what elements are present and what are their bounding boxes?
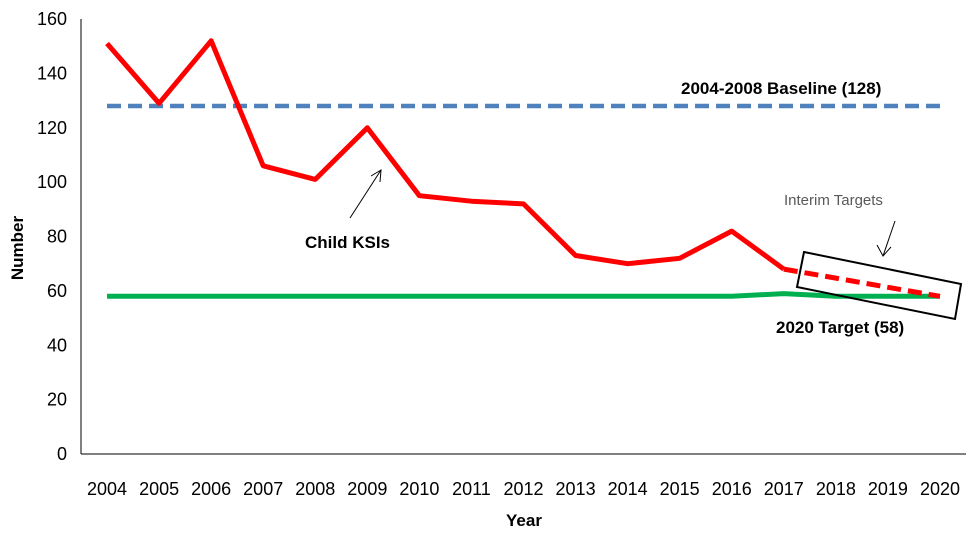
x-tick-label: 2015 bbox=[660, 479, 700, 499]
x-tick-label: 2004 bbox=[87, 479, 127, 499]
y-tick-label: 80 bbox=[47, 227, 67, 247]
interim-arrow bbox=[882, 220, 896, 257]
series-layer bbox=[105, 38, 941, 299]
x-tick-label: 2018 bbox=[816, 479, 856, 499]
y-tick-label: 60 bbox=[47, 281, 67, 301]
y-tick-label: 0 bbox=[57, 444, 67, 464]
x-tick-label: 2020 bbox=[920, 479, 960, 499]
x-tick-label: 2014 bbox=[608, 479, 648, 499]
x-tick-label: 2007 bbox=[243, 479, 283, 499]
child-ksis-arrowhead bbox=[370, 169, 382, 183]
x-axis-title: Year bbox=[506, 511, 542, 530]
y-axis-title: Number bbox=[8, 216, 27, 281]
x-tick-label: 2011 bbox=[452, 479, 491, 499]
x-tick-label: 2006 bbox=[191, 479, 231, 499]
y-tick-labels: 0 20 40 60 80 100 120 140 160 bbox=[37, 9, 67, 464]
series-line-3 bbox=[107, 291, 940, 299]
x-tick-label: 2008 bbox=[295, 479, 335, 499]
x-tick-label: 2013 bbox=[556, 479, 596, 499]
x-tick-label: 2017 bbox=[764, 479, 804, 499]
interim-targets-label: Interim Targets bbox=[784, 192, 883, 209]
y-tick-label: 140 bbox=[37, 63, 67, 83]
annotation-layer: 2004-2008 Baseline (128) Child KSIs Inte… bbox=[305, 79, 963, 337]
child-ksis-arrow bbox=[349, 169, 382, 219]
y-tick-label: 100 bbox=[37, 172, 67, 192]
interim-arrowhead bbox=[876, 244, 892, 257]
x-tick-label: 2010 bbox=[399, 479, 439, 499]
child-ksis-label: Child KSIs bbox=[305, 233, 390, 252]
x-tick-label: 2019 bbox=[868, 479, 908, 499]
x-tick-label: 2005 bbox=[139, 479, 179, 499]
y-tick-label: 120 bbox=[37, 118, 67, 138]
y-tick-label: 40 bbox=[47, 335, 67, 355]
baseline-label: 2004-2008 Baseline (128) bbox=[681, 79, 881, 98]
interim-targets-box bbox=[795, 250, 963, 321]
series-line-0 bbox=[105, 38, 786, 272]
series-line-1 bbox=[783, 266, 941, 299]
axes bbox=[80, 19, 966, 455]
y-tick-label: 20 bbox=[47, 390, 67, 410]
target-label: 2020 Target (58) bbox=[776, 318, 904, 337]
x-tick-label: 2009 bbox=[347, 479, 387, 499]
x-tick-labels: 2004 2005 2006 2007 2008 2009 2010 2011 2012 2013… bbox=[87, 479, 960, 499]
y-tick-label: 160 bbox=[37, 9, 67, 29]
x-tick-label: 2016 bbox=[712, 479, 752, 499]
x-tick-label: 2012 bbox=[503, 479, 543, 499]
